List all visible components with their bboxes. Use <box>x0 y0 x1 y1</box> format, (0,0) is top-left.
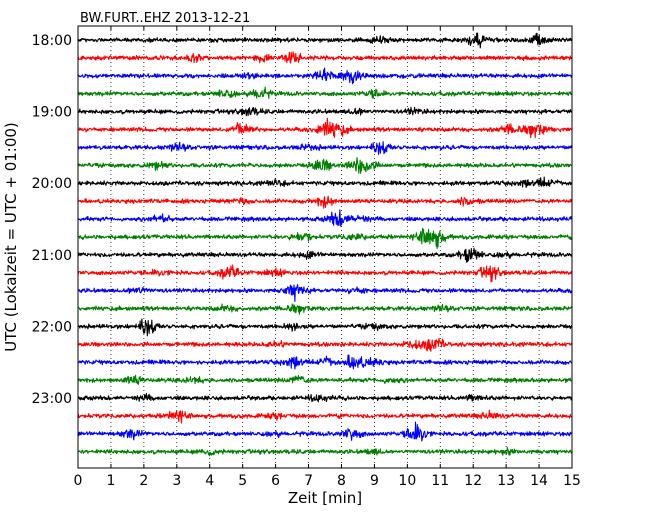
trace-2345 <box>77 446 573 457</box>
trace-2115 <box>77 264 573 283</box>
trace-2100 <box>77 247 573 264</box>
trace-2245 <box>77 374 572 385</box>
x-tick-label: 9 <box>370 473 379 489</box>
trace-2315 <box>77 409 573 424</box>
trace-2000 <box>77 176 573 188</box>
x-tick-label: 3 <box>172 473 181 489</box>
trace-2145 <box>77 303 573 315</box>
trace-2330 <box>77 421 573 442</box>
y-tick-label: 22:00 <box>32 319 72 335</box>
x-tick-label: 1 <box>106 473 115 489</box>
y-tick-label: 19:00 <box>32 105 72 121</box>
x-axis-label: Zeit [min] <box>288 489 362 507</box>
x-tick-label: 7 <box>304 473 313 489</box>
trace-2200 <box>77 318 573 337</box>
x-tick-label: 4 <box>205 473 214 489</box>
x-tick-label: 0 <box>74 473 83 489</box>
x-tick-label: 5 <box>238 473 247 489</box>
x-tick-label: 10 <box>398 473 416 489</box>
y-tick-label: 20:00 <box>32 176 72 192</box>
trace-1830 <box>77 67 573 85</box>
x-tick-label: 14 <box>530 473 548 489</box>
y-axis-label: UTC (Lokalzeit = UTC + 01:00) <box>2 122 20 352</box>
x-tick-label: 13 <box>497 473 515 489</box>
trace-2230 <box>77 354 573 370</box>
x-tick-label: 11 <box>431 473 449 489</box>
trace-2030 <box>77 209 573 227</box>
x-tick-label: 8 <box>337 473 346 489</box>
trace-1815 <box>77 51 573 64</box>
trace-1945 <box>77 157 573 174</box>
trace-1800 <box>77 32 573 49</box>
x-tick-label: 6 <box>271 473 280 489</box>
trace-1915 <box>77 117 573 139</box>
trace-1930 <box>77 141 573 156</box>
trace-1900 <box>77 106 573 117</box>
trace-1845 <box>77 86 573 100</box>
x-tick-label: 15 <box>563 473 581 489</box>
y-tick-label: 21:00 <box>32 248 72 264</box>
plot-frame <box>77 25 573 469</box>
chart-title: BW.FURT..EHZ 2013-12-21 <box>80 11 251 26</box>
trace-2215 <box>77 337 573 352</box>
y-tick-label: 18:00 <box>32 33 72 49</box>
trace-2130 <box>77 284 573 303</box>
x-tick-label: 12 <box>464 473 482 489</box>
trace-2045 <box>77 227 573 250</box>
y-tick-label: 23:00 <box>32 391 72 407</box>
x-tick-label: 2 <box>139 473 148 489</box>
trace-2300 <box>77 392 573 403</box>
trace-2015 <box>77 195 573 209</box>
